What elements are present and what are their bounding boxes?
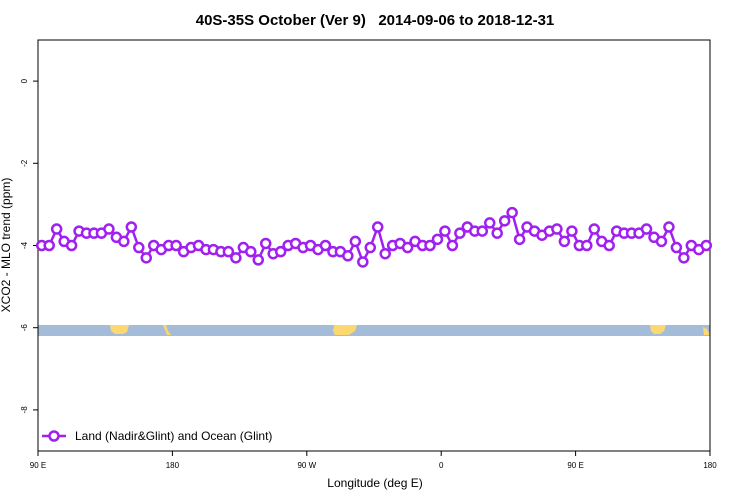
- data-point: [364, 241, 377, 254]
- data-point: [700, 239, 713, 252]
- data-point: [551, 223, 563, 235]
- data-point: [118, 235, 130, 248]
- data-point: [103, 223, 115, 235]
- y-tick-label: -6: [20, 324, 29, 332]
- x-tick-label: 0: [439, 461, 444, 470]
- y-tick-label: -2: [20, 159, 29, 167]
- chart-title: 40S-35S October (Ver 9) 2014-09-06 to 20…: [196, 12, 555, 29]
- data-point: [670, 241, 683, 254]
- data-point: [125, 221, 138, 233]
- data-point: [603, 239, 615, 252]
- data-point: [349, 235, 362, 248]
- data-point: [170, 239, 182, 252]
- data-point: [678, 252, 690, 264]
- land-patch: [110, 325, 129, 334]
- y-tick-label: 0: [20, 78, 29, 83]
- data-point: [581, 239, 593, 252]
- x-axis-label: Longitude (deg E): [327, 476, 422, 490]
- data-point: [342, 250, 354, 262]
- ocean-band: [38, 325, 710, 336]
- data-point: [424, 239, 436, 252]
- data-point: [454, 227, 466, 239]
- land-patch: [703, 327, 710, 335]
- data-point: [663, 221, 675, 233]
- data-point: [43, 239, 55, 252]
- data-point: [439, 225, 451, 237]
- data-point: [655, 235, 668, 248]
- x-tick-label: 180: [166, 461, 180, 470]
- data-point: [222, 245, 235, 258]
- data-point: [230, 252, 242, 264]
- land-patch: [333, 325, 357, 335]
- data-point: [245, 245, 257, 258]
- y-tick-label: -4: [20, 241, 29, 249]
- data-point: [491, 227, 503, 239]
- y-tick-label: -8: [20, 406, 29, 414]
- data-point: [431, 233, 444, 246]
- data-point: [483, 217, 496, 229]
- x-tick-label: 90 E: [567, 461, 583, 470]
- data-point: [259, 237, 272, 250]
- data-point: [506, 206, 518, 219]
- x-tick-label: 180: [703, 461, 717, 470]
- data-point: [446, 239, 459, 252]
- x-tick-label: 90 E: [30, 461, 46, 470]
- data-point: [558, 235, 571, 248]
- land-ocean-strip: [38, 325, 710, 336]
- land-patch: [163, 325, 171, 335]
- data-point: [357, 256, 369, 268]
- data-point: [133, 241, 145, 254]
- data-point: [640, 223, 653, 235]
- data-point: [566, 225, 578, 237]
- x-tick-label: 90 W: [297, 461, 316, 470]
- data-point: [140, 252, 153, 264]
- data-point: [65, 239, 78, 252]
- data-point: [401, 241, 414, 254]
- data-point: [50, 223, 63, 235]
- data-point: [476, 225, 489, 237]
- legend-marker: [48, 430, 60, 442]
- y-axis-label: XCO2 - MLO trend (ppm): [0, 178, 13, 313]
- data-point: [498, 215, 511, 227]
- data-point: [274, 245, 287, 258]
- data-point: [513, 233, 526, 246]
- legend-label: Land (Nadir&Glint) and Ocean (Glint): [75, 429, 272, 443]
- data-point: [319, 239, 332, 252]
- data-point: [379, 247, 391, 260]
- data-point: [252, 254, 265, 266]
- data-point: [588, 223, 601, 235]
- series-line: [41, 210, 707, 266]
- land-patch: [650, 325, 666, 334]
- data-point: [371, 221, 384, 233]
